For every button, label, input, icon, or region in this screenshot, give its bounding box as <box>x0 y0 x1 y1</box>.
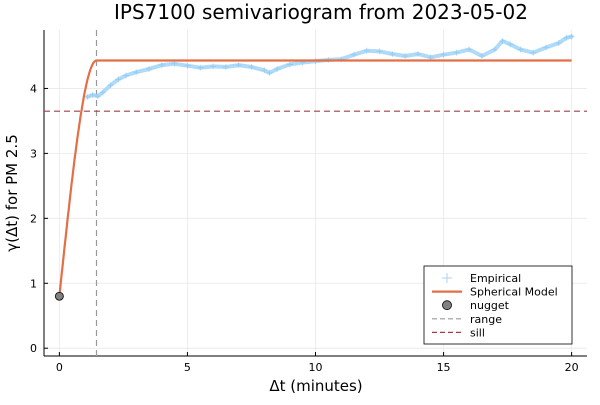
empirical-point <box>248 64 255 71</box>
nugget-point <box>54 291 64 301</box>
x-axis-label: Δt (minutes) <box>269 377 362 395</box>
empirical-point <box>210 63 217 70</box>
empirical-point <box>517 46 524 53</box>
empirical-point <box>266 69 273 76</box>
empirical-point <box>478 52 485 59</box>
empirical-point <box>543 44 550 51</box>
x-tick-label: 5 <box>184 361 191 374</box>
empirical-point <box>197 64 204 71</box>
legend-marker-empirical <box>442 273 452 283</box>
empirical-point <box>414 51 421 58</box>
x-tick-label: 10 <box>309 361 323 374</box>
legend-label: nugget <box>470 299 510 312</box>
empirical-point <box>563 34 570 41</box>
x-tick-label: 20 <box>565 361 579 374</box>
empirical-point <box>158 62 165 69</box>
empirical-point <box>115 76 122 83</box>
legend-label: Spherical Model <box>470 286 558 299</box>
empirical-point <box>427 54 434 61</box>
empirical-point <box>555 39 562 46</box>
empirical-point <box>84 93 91 100</box>
grid <box>44 30 587 356</box>
legend-label: sill <box>470 326 485 339</box>
empirical-line <box>85 34 574 99</box>
spherical-model-line <box>58 59 572 297</box>
empirical-point <box>466 46 473 53</box>
chart-title: IPS7100 semivariogram from 2023-05-02 <box>114 0 528 24</box>
empirical-point <box>235 62 242 69</box>
legend-label: Empirical <box>470 272 521 285</box>
y-axis-label: γ(Δt) for PM 2.5 <box>3 134 21 252</box>
empirical-point <box>146 65 153 72</box>
x-tick-label: 0 <box>56 361 63 374</box>
y-tick-label: 3 <box>30 147 37 160</box>
empirical-point <box>402 52 409 59</box>
empirical-point <box>261 67 268 74</box>
empirical-point <box>94 93 101 100</box>
empirical-point <box>122 72 129 79</box>
empirical-point <box>363 47 370 54</box>
y-tick-label: 2 <box>30 212 37 225</box>
empirical-point <box>99 89 106 96</box>
empirical-point <box>222 64 229 71</box>
reference-lines <box>44 30 587 356</box>
legend-label: range <box>470 313 502 326</box>
empirical-point <box>171 60 178 67</box>
axes: 0 5 10 15 20 0 1 2 3 4 <box>30 30 587 374</box>
empirical-point <box>453 49 460 56</box>
empirical-point <box>107 82 114 89</box>
empirical-point <box>440 51 447 58</box>
empirical-point <box>184 62 191 69</box>
empirical-point <box>350 51 357 58</box>
empirical-point <box>376 48 383 55</box>
y-tick-label: 4 <box>30 82 37 95</box>
empirical-point <box>507 41 514 48</box>
empirical-point <box>274 65 281 72</box>
empirical-point <box>491 46 498 53</box>
empirical-point <box>530 49 537 56</box>
empirical-point <box>499 38 506 45</box>
empirical-point <box>133 69 140 76</box>
x-tick-label: 15 <box>437 361 451 374</box>
empirical-point <box>568 33 575 40</box>
empirical-point <box>286 61 293 68</box>
empirical-point <box>389 51 396 58</box>
legend-marker-nugget <box>442 300 452 311</box>
series-layer <box>54 33 575 301</box>
y-tick-label: 0 <box>30 342 37 355</box>
empirical-point <box>89 91 96 98</box>
y-tick-label: 1 <box>30 277 37 290</box>
